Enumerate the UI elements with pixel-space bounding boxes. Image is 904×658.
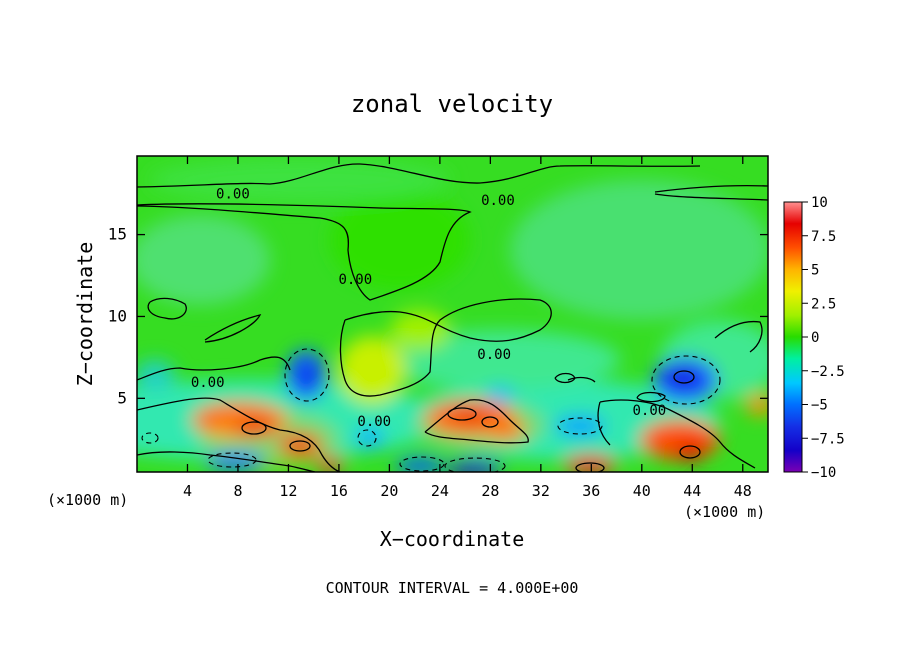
colorbar-tick-label: −2.5 — [811, 364, 845, 380]
colorbar-tick-label: 10 — [811, 195, 828, 211]
contour-label: 0.00 — [633, 403, 667, 419]
colorbar-tick-label: 7.5 — [811, 229, 836, 245]
plot-frame — [136, 155, 769, 473]
contour-label: 0.00 — [338, 272, 372, 288]
colorbar-gradient — [783, 201, 803, 473]
x-axis-label: X−coordinate — [380, 527, 525, 551]
x-unit-right: (×1000 m) — [684, 503, 765, 521]
x-tick-label: 8 — [233, 482, 242, 500]
contour-label: 0.00 — [481, 193, 515, 209]
x-unit-left: (×1000 m) — [47, 491, 128, 509]
y-tick-label: 5 — [117, 388, 127, 407]
x-tick-label: 36 — [582, 482, 600, 500]
contour-label: 0.00 — [357, 414, 391, 430]
y-tick-label: 10 — [108, 306, 127, 325]
field-blobs — [137, 158, 768, 472]
colorbar-tick-label: 2.5 — [811, 296, 836, 312]
x-axis-ticks: 4 8 12 16 20 24 28 32 36 40 44 48 — [183, 156, 752, 500]
y-tick-label: 15 — [108, 225, 127, 244]
x-tick-label: 28 — [481, 482, 499, 500]
contour-lines — [137, 163, 768, 472]
contour-label: 0.00 — [477, 347, 511, 363]
dashed-contour-lines — [141, 348, 721, 472]
colorbar-tick-label: 5 — [811, 263, 819, 279]
x-tick-label: 4 — [183, 482, 192, 500]
colorbar-ticks: 10 7.5 5 2.5 0 −2.5 −5 −7.5 −10 — [802, 195, 845, 481]
x-tick-label: 44 — [683, 482, 701, 500]
colorbar-tick-label: 0 — [811, 330, 819, 346]
x-tick-label: 20 — [380, 482, 398, 500]
contour-labels: 0.00 0.00 0.00 0.00 0.00 0.00 0.00 — [191, 187, 667, 431]
x-tick-label: 40 — [633, 482, 651, 500]
x-tick-label: 48 — [734, 482, 752, 500]
contour-label: 0.00 — [216, 187, 250, 203]
chart-title: zonal velocity — [351, 90, 553, 118]
x-tick-label: 32 — [532, 482, 550, 500]
y-axis-ticks: 5 10 15 — [108, 225, 768, 407]
colorbar-tick-label: −7.5 — [811, 431, 845, 447]
colorbar-tick-label: −10 — [811, 465, 836, 481]
plot-area: 0.00 0.00 0.00 0.00 0.00 0.00 0.00 — [137, 156, 768, 472]
x-tick-label: 12 — [279, 482, 297, 500]
contour-label: 0.00 — [191, 375, 225, 391]
contour-interval-footer: CONTOUR INTERVAL = 4.000E+00 — [326, 579, 579, 597]
x-tick-label: 24 — [431, 482, 449, 500]
y-axis-label: Z−coordinate — [73, 242, 97, 387]
x-tick-label: 16 — [330, 482, 348, 500]
colorbar: 10 7.5 5 2.5 0 −2.5 −5 −7.5 −10 — [783, 195, 845, 481]
colorbar-tick-label: −5 — [811, 398, 828, 414]
